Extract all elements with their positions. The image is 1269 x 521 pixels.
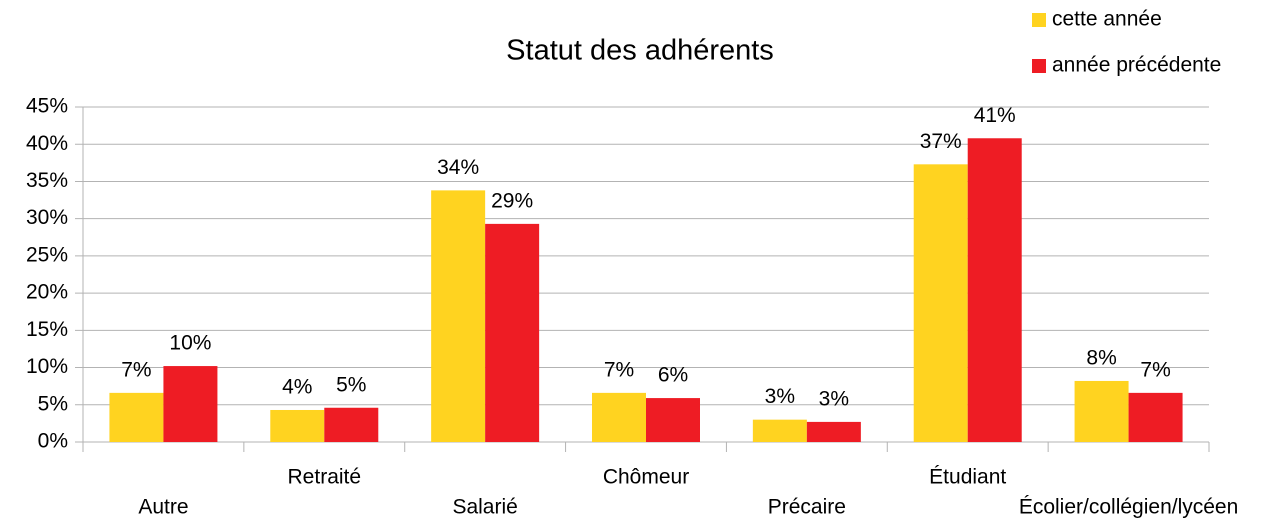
bar [324,407,379,442]
y-tick-label: 15% [26,318,68,341]
bar [967,138,1022,442]
legend-swatch [1032,13,1046,27]
bar [109,392,164,442]
x-tick-label: Autre [138,496,188,519]
value-label: 8% [1086,347,1116,370]
value-label: 6% [658,364,688,387]
value-label: 7% [1140,358,1170,381]
bar [592,392,646,442]
y-tick-label: 30% [26,206,68,229]
bar [270,409,325,442]
value-label: 7% [604,358,634,381]
x-tick-label: Écolier/collégien/lycéen [1019,496,1238,519]
y-tick-label: 40% [26,132,68,155]
legend-swatch [1032,59,1046,73]
legend-label: année précédente [1052,54,1221,77]
bar [431,190,486,442]
x-tick-label: Chômeur [603,466,689,489]
value-label: 7% [121,358,151,381]
bar [806,421,861,442]
x-tick-label: Étudiant [929,466,1006,489]
y-tick-label: 45% [26,95,68,118]
bar [646,398,700,442]
y-tick-label: 10% [26,355,68,378]
value-label: 5% [336,373,366,396]
y-tick-label: 20% [26,281,68,304]
bar [913,164,968,443]
value-label: 4% [282,376,312,399]
bar [1128,392,1183,442]
chart-title: Statut des adhérents [506,35,774,67]
bar [485,223,540,442]
bar [752,419,807,442]
value-label: 3% [819,387,849,410]
y-tick-label: 0% [38,430,68,453]
legend-label: cette année [1052,8,1162,31]
bar [1074,380,1129,442]
y-tick-label: 35% [26,169,68,192]
value-label: 41% [974,104,1016,127]
value-label: 10% [169,332,211,355]
value-label: 3% [765,385,795,408]
value-label: 29% [491,189,533,212]
value-label: 34% [437,156,479,179]
bar [163,366,218,442]
value-label: 37% [920,130,962,153]
x-tick-label: Salarié [452,496,517,519]
x-tick-label: Retraité [288,466,362,489]
y-tick-label: 5% [38,392,68,415]
x-tick-label: Précaire [768,496,846,519]
y-tick-label: 25% [26,243,68,266]
